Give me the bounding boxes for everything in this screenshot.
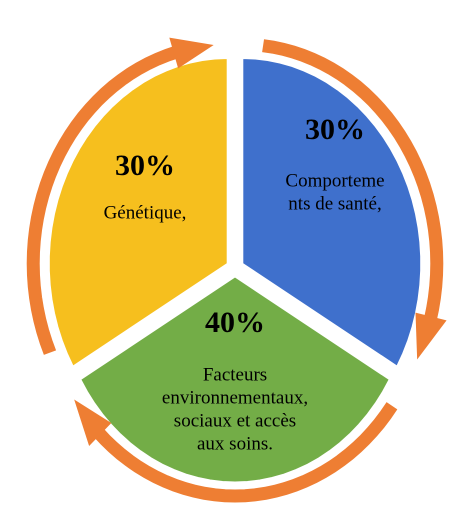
- segment-percent: 40%: [205, 306, 265, 339]
- arrow-head: [415, 312, 447, 360]
- segment-percent: 30%: [305, 113, 365, 146]
- segment-label: Facteurs: [203, 364, 267, 385]
- arrow-head: [169, 37, 214, 69]
- cycle-arrow: [26, 45, 180, 355]
- segment-percent: 30%: [115, 149, 175, 182]
- segment-label: Comporteme: [285, 170, 384, 191]
- segment: [80, 276, 390, 483]
- segment-label: nts de santé,: [288, 193, 381, 214]
- cycle-arrow: [93, 402, 398, 503]
- segment-label: sociaux et accès: [174, 410, 296, 431]
- segment: [48, 57, 228, 367]
- segment-label: Génétique,: [104, 202, 187, 223]
- cycle-arrow: [262, 39, 444, 322]
- segment-label: aux soins.: [197, 433, 273, 454]
- arrow-head: [74, 399, 112, 447]
- segment-label: environnementaux,: [162, 387, 308, 408]
- segment: [242, 57, 422, 367]
